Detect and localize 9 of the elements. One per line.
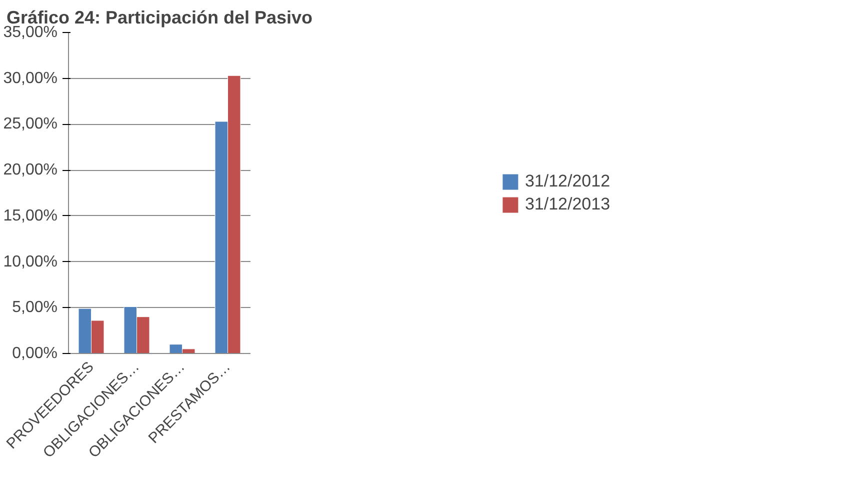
y-tick-label: 0,00% bbox=[12, 345, 58, 362]
y-tick-label: 30,00% bbox=[3, 70, 58, 87]
y-tick-label: 20,00% bbox=[3, 162, 58, 179]
y-tick-label: 5,00% bbox=[12, 299, 58, 316]
y-tick-label: 25,00% bbox=[3, 116, 58, 133]
legend-label: 31/12/2012 bbox=[524, 171, 610, 191]
legend-label: 31/12/2013 bbox=[524, 194, 610, 214]
y-tick-label: 10,00% bbox=[3, 253, 58, 270]
y-tick-label: 15,00% bbox=[3, 207, 58, 224]
